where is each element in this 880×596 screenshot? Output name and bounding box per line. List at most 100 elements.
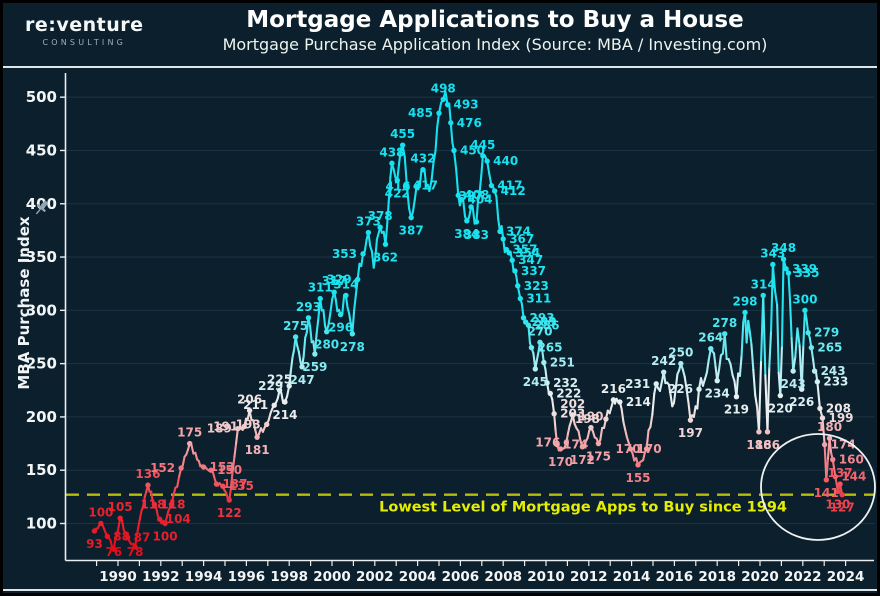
svg-text:226: 226 <box>668 382 693 396</box>
svg-text:2008: 2008 <box>484 569 522 585</box>
svg-text:275: 275 <box>283 319 308 333</box>
svg-text:152: 152 <box>150 461 175 475</box>
svg-text:175: 175 <box>177 426 202 440</box>
mba-purchase-index-chart: 9310088761058778136118104100118152175153… <box>15 73 876 585</box>
svg-text:2018: 2018 <box>698 569 736 585</box>
svg-text:278: 278 <box>340 340 365 354</box>
svg-text:412: 412 <box>501 184 526 198</box>
svg-text:144: 144 <box>841 470 866 484</box>
svg-text:78: 78 <box>127 545 144 559</box>
svg-text:232: 232 <box>553 376 578 390</box>
svg-text:137: 137 <box>222 477 247 491</box>
svg-text:208: 208 <box>826 401 851 415</box>
svg-text:408: 408 <box>464 188 489 202</box>
svg-text:279: 279 <box>814 326 839 340</box>
svg-text:100: 100 <box>153 530 178 544</box>
svg-text:243: 243 <box>821 364 846 378</box>
svg-text:150: 150 <box>26 461 57 479</box>
svg-text:200: 200 <box>26 408 57 426</box>
svg-text:373: 373 <box>356 215 381 229</box>
svg-text:438: 438 <box>379 145 404 159</box>
svg-text:2020: 2020 <box>741 569 779 585</box>
svg-text:243: 243 <box>781 377 806 391</box>
svg-text:181: 181 <box>245 443 270 457</box>
svg-text:280: 280 <box>314 338 339 352</box>
svg-text:432: 432 <box>410 152 435 166</box>
svg-text:416: 416 <box>385 180 410 194</box>
svg-text:476: 476 <box>457 116 482 130</box>
svg-text:1990: 1990 <box>99 569 137 585</box>
svg-text:233: 233 <box>823 375 848 389</box>
svg-text:353: 353 <box>332 247 357 261</box>
svg-text:300: 300 <box>26 301 57 319</box>
svg-text:289: 289 <box>532 315 557 329</box>
svg-text:2002: 2002 <box>356 569 394 585</box>
svg-text:374: 374 <box>506 224 531 238</box>
svg-text:2012: 2012 <box>570 569 608 585</box>
svg-text:141: 141 <box>814 486 839 500</box>
svg-text:445: 445 <box>470 138 495 152</box>
svg-text:170: 170 <box>548 455 573 469</box>
svg-text:250: 250 <box>668 346 693 360</box>
svg-text:127: 127 <box>830 501 855 515</box>
svg-text:100: 100 <box>26 515 57 533</box>
logo-wordmark: re:venture <box>25 14 144 36</box>
svg-text:2004: 2004 <box>399 569 437 585</box>
chart-panel: 93 100 88 76 105 87 78 136 118 104 100 118 152 175 153… <box>3 3 877 593</box>
svg-text:397: 397 <box>459 189 484 203</box>
svg-text:216: 216 <box>601 382 626 396</box>
svg-text:455: 455 <box>390 127 415 141</box>
svg-text:296: 296 <box>328 321 353 335</box>
svg-text:242: 242 <box>651 354 676 368</box>
svg-text:2022: 2022 <box>784 569 822 585</box>
svg-text:265: 265 <box>537 341 562 355</box>
svg-text:339: 339 <box>792 262 817 276</box>
svg-text:417: 417 <box>413 179 438 193</box>
svg-text:314: 314 <box>751 277 776 291</box>
logo-consulting-label: CONSULTING <box>42 38 127 47</box>
svg-text:214: 214 <box>626 395 651 409</box>
svg-text:122: 122 <box>217 506 242 520</box>
svg-text:137: 137 <box>828 466 853 480</box>
svg-text:1992: 1992 <box>142 569 180 585</box>
svg-text:400: 400 <box>26 195 57 213</box>
svg-text:500: 500 <box>26 88 57 106</box>
svg-text:2024: 2024 <box>827 569 865 585</box>
threshold-annotation: Lowest Level of Mortgage Apps to Buy sin… <box>379 500 787 516</box>
svg-text:264: 264 <box>698 331 723 345</box>
svg-text:226: 226 <box>789 395 814 409</box>
svg-text:329: 329 <box>327 272 352 286</box>
svg-text:367: 367 <box>509 232 534 246</box>
svg-text:343: 343 <box>760 247 785 261</box>
chart-title: Mortgage Applications to Buy a House <box>246 7 744 33</box>
svg-text:88: 88 <box>113 529 130 543</box>
svg-text:191: 191 <box>213 420 238 434</box>
svg-text:222: 222 <box>556 386 581 400</box>
svg-text:174: 174 <box>831 438 856 452</box>
svg-text:485: 485 <box>408 106 433 120</box>
svg-text:323: 323 <box>524 279 549 293</box>
svg-text:104: 104 <box>166 512 191 526</box>
highlight-circle <box>760 433 876 541</box>
svg-text:135: 135 <box>229 479 254 493</box>
svg-text:1994: 1994 <box>185 569 223 585</box>
svg-text:225: 225 <box>267 372 292 386</box>
svg-text:2016: 2016 <box>656 569 694 585</box>
svg-text:219: 219 <box>724 403 749 417</box>
svg-text:384: 384 <box>454 227 479 241</box>
svg-text:293: 293 <box>296 300 321 314</box>
svg-text:211: 211 <box>243 398 268 412</box>
svg-text:387: 387 <box>399 224 424 238</box>
svg-text:417: 417 <box>497 179 522 193</box>
svg-text:170: 170 <box>637 442 662 456</box>
data-point-labels: 9310088761058778136118104100118152175153… <box>86 81 866 559</box>
svg-text:197: 197 <box>678 426 703 440</box>
svg-text:311: 311 <box>308 281 333 295</box>
svg-text:251: 251 <box>550 356 575 370</box>
chart-area: 93 100 88 76 105 87 78 136 118 104 100 118 152 175 153… <box>3 3 877 593</box>
svg-text:450: 450 <box>26 141 57 159</box>
chart-subtitle: Mortgage Purchase Application Index (Sou… <box>222 35 768 54</box>
svg-text:180: 180 <box>817 420 842 434</box>
